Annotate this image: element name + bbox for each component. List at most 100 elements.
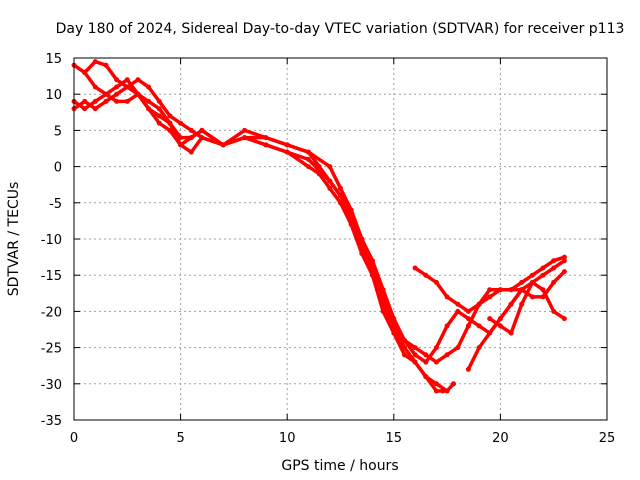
- data-point: [92, 59, 98, 65]
- data-point: [156, 113, 162, 119]
- data-point: [487, 316, 493, 322]
- data-point: [412, 359, 418, 365]
- data-point: [220, 142, 226, 148]
- data-point: [402, 337, 407, 343]
- data-point: [92, 84, 98, 90]
- data-point: [327, 178, 333, 184]
- y-tick-label: -30: [41, 378, 62, 393]
- data-point: [82, 106, 88, 112]
- data-point: [146, 98, 152, 104]
- data-point: [114, 77, 120, 83]
- data-point: [338, 185, 343, 191]
- data-point: [284, 149, 290, 155]
- x-tick-label: 0: [70, 431, 78, 446]
- data-point: [178, 120, 184, 126]
- data-point: [487, 330, 493, 336]
- data-point: [508, 301, 514, 307]
- data-point: [124, 84, 130, 90]
- data-point: [540, 272, 546, 278]
- chart-title: Day 180 of 2024, Sidereal Day-to-day VTE…: [56, 21, 625, 37]
- x-axis-label: GPS time / hours: [281, 458, 398, 474]
- data-point: [146, 84, 152, 90]
- data-point: [146, 106, 152, 112]
- data-point: [561, 269, 567, 275]
- x-tick-labels: 0 5 10 15 20 25: [70, 431, 615, 446]
- data-point: [359, 236, 365, 242]
- data-point: [519, 287, 525, 293]
- data-point: [476, 301, 482, 307]
- data-point: [327, 164, 333, 170]
- data-point: [540, 265, 546, 271]
- y-tick-label: -15: [41, 269, 62, 284]
- data-point: [423, 272, 429, 278]
- data-point: [561, 316, 567, 322]
- data-point: [370, 272, 375, 278]
- data-point: [103, 62, 109, 68]
- x-tick-label: 15: [386, 431, 403, 446]
- data-point: [465, 308, 471, 314]
- data-point: [135, 91, 141, 97]
- data-point: [440, 388, 446, 394]
- data-point: [114, 84, 120, 90]
- y-tick-label: 0: [54, 161, 62, 176]
- data-point: [242, 135, 248, 141]
- data-point: [497, 287, 503, 293]
- data-point: [476, 345, 482, 351]
- data-point: [263, 142, 269, 148]
- data-point: [391, 316, 397, 322]
- series-track-6: [466, 280, 567, 372]
- data-point: [199, 127, 205, 133]
- data-point: [476, 323, 482, 329]
- data-point: [433, 345, 439, 351]
- data-point: [114, 98, 120, 104]
- data-point: [103, 91, 109, 97]
- data-point: [114, 91, 120, 97]
- data-point: [465, 323, 471, 329]
- data-point: [519, 279, 525, 285]
- data-point: [487, 294, 493, 300]
- data-point: [156, 120, 162, 126]
- data-point: [508, 330, 514, 336]
- data-point: [199, 135, 205, 141]
- data-point: [455, 301, 461, 307]
- data-point: [433, 381, 439, 387]
- data-point: [551, 308, 557, 314]
- data-point: [551, 279, 557, 285]
- data-point: [338, 193, 343, 199]
- y-tick-labels: -35 -30 -25 -20 -15 -10 -5 0 5 10 15: [41, 52, 62, 429]
- data-point: [444, 294, 450, 300]
- data-point: [412, 352, 418, 358]
- plot-frame: [73, 57, 608, 421]
- data-point: [242, 127, 248, 133]
- data-point: [465, 366, 471, 372]
- data-point: [156, 106, 162, 112]
- data-point: [433, 279, 439, 285]
- data-point: [188, 149, 194, 155]
- data-point: [167, 120, 173, 126]
- data-point: [92, 98, 98, 104]
- x-tick-label: 20: [492, 431, 509, 446]
- y-tick-label: -20: [41, 305, 62, 320]
- data-point: [412, 345, 418, 351]
- data-point: [423, 374, 429, 380]
- data-point: [423, 359, 429, 365]
- data-point: [451, 381, 456, 387]
- data-point: [124, 98, 130, 104]
- data-point: [508, 287, 514, 293]
- data-point: [135, 77, 141, 83]
- data-point: [433, 388, 439, 394]
- data-point: [306, 164, 311, 170]
- data-point: [529, 279, 535, 285]
- y-tick-label: 15: [45, 52, 62, 67]
- y-tick-label: -5: [49, 197, 62, 212]
- data-point: [178, 142, 184, 148]
- data-point: [551, 265, 557, 271]
- data-point: [402, 345, 407, 351]
- data-point: [188, 127, 194, 133]
- x-tick-label: 25: [599, 431, 616, 446]
- y-tick-label: 10: [45, 88, 62, 103]
- data-point: [103, 98, 109, 104]
- data-point: [306, 149, 311, 155]
- data-point: [540, 287, 546, 293]
- data-point: [561, 258, 567, 264]
